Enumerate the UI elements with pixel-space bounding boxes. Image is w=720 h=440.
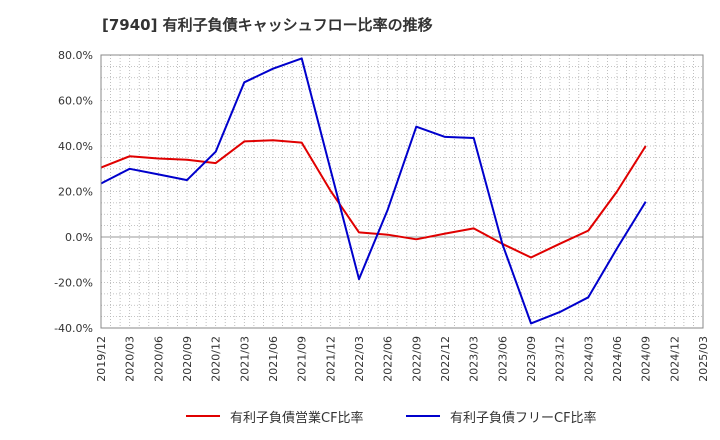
x-tick-label: 2024/09	[640, 336, 653, 382]
legend-swatch-blue	[406, 415, 440, 417]
y-tick-label: 20.0%	[58, 186, 93, 199]
x-tick-label: 2020/09	[181, 336, 194, 382]
plot-frame	[100, 54, 704, 329]
legend-item-free-cf: 有利子負債フリーCF比率	[406, 404, 597, 428]
y-tick-label: 40.0%	[58, 140, 93, 153]
x-tick-label: 2020/12	[210, 336, 223, 382]
x-tick-label: 2021/03	[238, 336, 251, 382]
x-tick-label: 2021/06	[267, 336, 280, 382]
x-tick-label: 2021/09	[296, 336, 309, 382]
x-tick-label: 2024/12	[668, 336, 681, 382]
y-axis-ticks: -40.0% -20.0% 0.0% 20.0% 40.0% 60.0% 80.0%	[54, 49, 93, 335]
y-tick-label: 80.0%	[58, 49, 93, 62]
y-tick-label: -40.0%	[54, 322, 93, 335]
y-tick-label: -20.0%	[54, 277, 93, 290]
chart-title: [7940] 有利子負債キャッシュフロー比率の推移	[102, 16, 433, 34]
x-tick-label: 2022/12	[439, 336, 452, 382]
x-tick-label: 2025/03	[697, 336, 710, 382]
x-axis-ticks: 2019/12 2020/03 2020/06 2020/09 2020/12 2021/…	[95, 336, 710, 382]
x-tick-label: 2023/03	[468, 336, 481, 382]
grid-lines	[100, 54, 704, 329]
x-tick-label: 2021/12	[324, 336, 337, 382]
x-tick-label: 2022/06	[382, 336, 395, 382]
y-tick-label: 0.0%	[65, 231, 93, 244]
x-tick-label: 2022/03	[353, 336, 366, 382]
legend-swatch-red	[186, 415, 220, 417]
x-tick-label: 2022/09	[410, 336, 423, 382]
series-line-operating-cf	[100, 139, 647, 259]
x-tick-label: 2023/09	[525, 336, 538, 382]
x-tick-label: 2023/06	[496, 336, 509, 382]
y-tick-label: 60.0%	[58, 95, 93, 108]
legend: 有利子負債営業CF比率 有利子負債フリーCF比率	[0, 404, 720, 428]
legend-item-operating-cf: 有利子負債営業CF比率	[186, 404, 364, 428]
series-lines	[100, 57, 647, 325]
x-tick-label: 2023/12	[554, 336, 567, 382]
series-line-free-cf	[100, 57, 647, 325]
x-tick-label: 2024/06	[611, 336, 624, 382]
x-tick-label: 2020/06	[152, 336, 165, 382]
x-tick-label: 2019/12	[95, 336, 108, 382]
legend-label-operating-cf: 有利子負債営業CF比率	[230, 410, 364, 426]
x-tick-label: 2020/03	[124, 336, 137, 382]
x-tick-label: 2024/03	[582, 336, 595, 382]
legend-label-free-cf: 有利子負債フリーCF比率	[450, 410, 597, 426]
